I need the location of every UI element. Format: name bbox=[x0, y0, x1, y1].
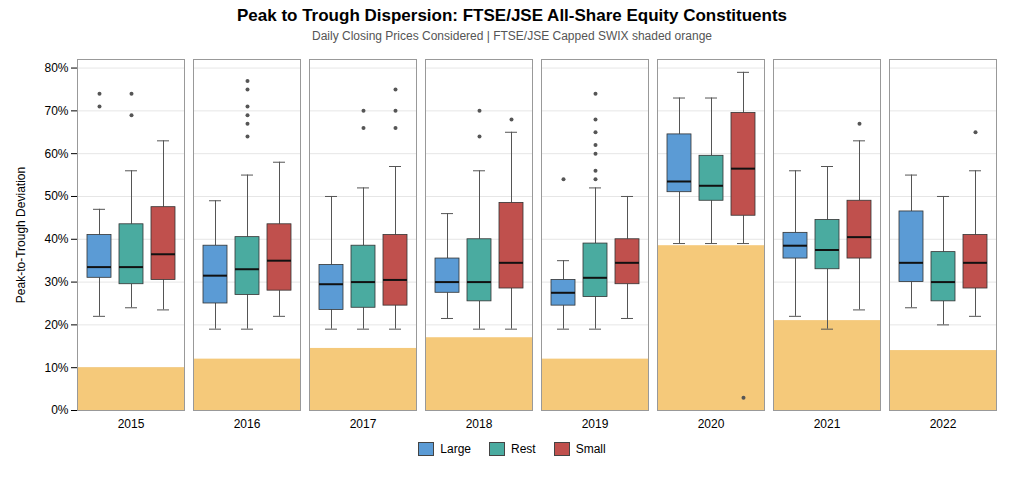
svg-text:50%: 50% bbox=[44, 189, 68, 203]
svg-text:0%: 0% bbox=[51, 403, 69, 417]
svg-text:2021: 2021 bbox=[814, 417, 841, 431]
html-text:Small: Small bbox=[575, 442, 606, 456]
html-text:Peak to Trough Dispersion: FTS: Peak to Trough Dispersion: FTSE/JSE All-… bbox=[237, 6, 787, 25]
html-text:Large: Large bbox=[440, 442, 471, 456]
svg-text:80%: 80% bbox=[44, 61, 68, 75]
svg-text:2018: 2018 bbox=[466, 417, 493, 431]
svg-text:Peak-to-Trough Deviation: Peak-to-Trough Deviation bbox=[14, 167, 28, 303]
svg-text:2017: 2017 bbox=[350, 417, 377, 431]
svg-text:40%: 40% bbox=[44, 232, 68, 246]
svg-text:2020: 2020 bbox=[698, 417, 725, 431]
svg-text:2016: 2016 bbox=[234, 417, 261, 431]
svg-text:60%: 60% bbox=[44, 147, 68, 161]
html-text:Daily Closing Prices Considere: Daily Closing Prices Considered | FTSE/J… bbox=[312, 29, 712, 43]
svg-text:70%: 70% bbox=[44, 104, 68, 118]
html-text:Rest: Rest bbox=[511, 442, 536, 456]
svg-text:2019: 2019 bbox=[582, 417, 609, 431]
svg-text:20%: 20% bbox=[44, 318, 68, 332]
svg-text:2022: 2022 bbox=[930, 417, 957, 431]
svg-text:30%: 30% bbox=[44, 275, 68, 289]
svg-text:2015: 2015 bbox=[118, 417, 145, 431]
svg-text:10%: 10% bbox=[44, 361, 68, 375]
